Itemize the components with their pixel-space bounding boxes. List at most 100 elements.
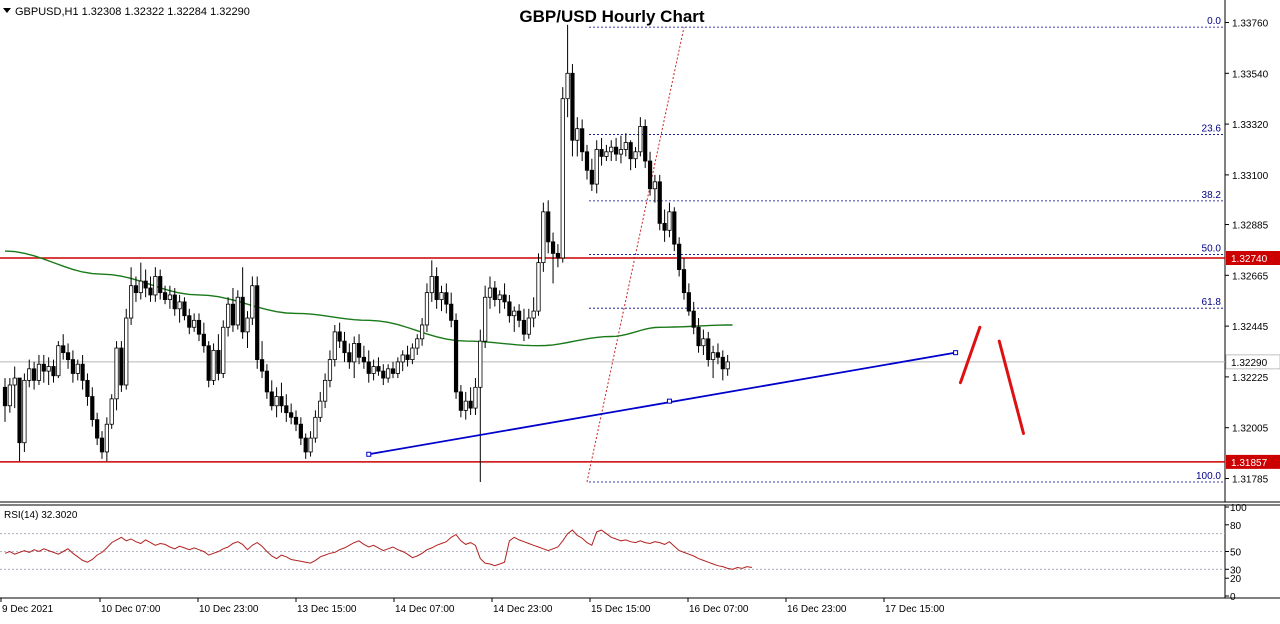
candle-body xyxy=(259,359,265,372)
candle xyxy=(128,267,134,325)
candle xyxy=(109,394,114,429)
main-panel xyxy=(0,0,1280,503)
candle-body xyxy=(415,338,420,349)
candle-body xyxy=(643,125,648,162)
fibonacci-level-label: 38.2 xyxy=(1202,190,1222,201)
candle-body xyxy=(618,149,624,155)
candle-body xyxy=(124,317,129,386)
candle xyxy=(376,357,381,376)
candle-body xyxy=(473,386,478,409)
trendline-anchor[interactable] xyxy=(366,451,372,457)
candle xyxy=(356,334,362,365)
candle xyxy=(318,391,323,422)
candle-body xyxy=(119,347,124,386)
candle-body xyxy=(531,310,536,319)
candle-body xyxy=(371,366,376,374)
y-tick-label: 1.32445 xyxy=(1232,322,1269,333)
trendline xyxy=(368,351,956,456)
candle-body xyxy=(17,377,22,444)
candle xyxy=(216,334,221,381)
candle-body xyxy=(162,292,168,300)
price-level-badge-label: 1.31857 xyxy=(1231,458,1268,469)
candle-body xyxy=(158,276,163,294)
candle xyxy=(390,361,396,379)
candle xyxy=(230,288,236,332)
candle-body xyxy=(46,366,51,372)
candle xyxy=(313,410,318,443)
candle xyxy=(65,343,71,369)
candle xyxy=(327,350,333,388)
candle xyxy=(400,350,405,372)
candle-body xyxy=(512,310,517,317)
candle-body xyxy=(95,419,100,439)
candle-body xyxy=(347,352,352,363)
price-level-badge-label: 1.32740 xyxy=(1231,254,1268,265)
candle-body xyxy=(51,366,56,377)
candle-body xyxy=(662,222,667,231)
candle xyxy=(618,135,624,164)
candle-body xyxy=(444,292,449,305)
candle xyxy=(531,297,536,328)
candle xyxy=(541,202,546,272)
candle xyxy=(686,283,691,316)
fibonacci-level-label: 61.8 xyxy=(1202,297,1222,308)
y-tick-label: 1.32005 xyxy=(1232,424,1269,435)
candle-body xyxy=(342,340,347,354)
candle xyxy=(643,119,648,168)
candle xyxy=(463,391,468,420)
candle-body xyxy=(303,437,308,453)
candle-body xyxy=(182,301,187,317)
candle xyxy=(405,345,410,367)
candle xyxy=(623,133,628,157)
trendline-anchor[interactable] xyxy=(953,350,959,356)
candle xyxy=(371,359,376,381)
candle-body xyxy=(104,423,109,453)
candle-body xyxy=(114,347,119,400)
candle xyxy=(259,341,265,379)
candle-body xyxy=(356,343,362,358)
candle-body xyxy=(61,345,66,354)
y-tick-label: 1.32225 xyxy=(1232,373,1269,384)
candle-body xyxy=(677,243,682,270)
candle-body xyxy=(250,285,255,319)
candle-body xyxy=(206,345,211,381)
current-price-badge xyxy=(1225,354,1280,370)
candle xyxy=(633,147,638,168)
candle xyxy=(284,394,289,422)
candle xyxy=(279,382,284,413)
candle-body xyxy=(2,386,8,407)
candle xyxy=(628,140,633,171)
symbol-dropdown-icon[interactable] xyxy=(3,8,11,13)
candle xyxy=(255,276,260,369)
candle-body xyxy=(647,160,653,190)
candle-body xyxy=(216,349,221,374)
candle-body xyxy=(725,361,730,370)
rsi-tick-label: 20 xyxy=(1230,574,1242,585)
candle-body xyxy=(434,276,439,300)
candle xyxy=(41,354,46,383)
y-tick-label: 1.33760 xyxy=(1232,19,1269,30)
candle xyxy=(298,417,303,446)
candle xyxy=(381,364,386,385)
candle xyxy=(483,285,488,349)
candle-body xyxy=(720,356,725,370)
candle-body xyxy=(706,338,711,360)
candle-body xyxy=(322,379,328,402)
candle xyxy=(672,207,677,252)
fibonacci-level-label: 23.6 xyxy=(1202,123,1222,134)
candle xyxy=(347,343,352,369)
candle-body xyxy=(609,146,614,153)
candle xyxy=(167,285,172,309)
candle-body xyxy=(313,416,318,439)
candle-body xyxy=(599,149,604,157)
candle xyxy=(468,387,473,416)
candle xyxy=(172,288,177,316)
candle xyxy=(206,341,211,388)
candle xyxy=(177,294,182,323)
y-tick-label: 1.33100 xyxy=(1232,171,1269,182)
candle xyxy=(424,283,430,332)
candle-body xyxy=(580,128,585,153)
candle-body xyxy=(672,211,677,245)
trendline-anchor[interactable] xyxy=(666,398,672,404)
